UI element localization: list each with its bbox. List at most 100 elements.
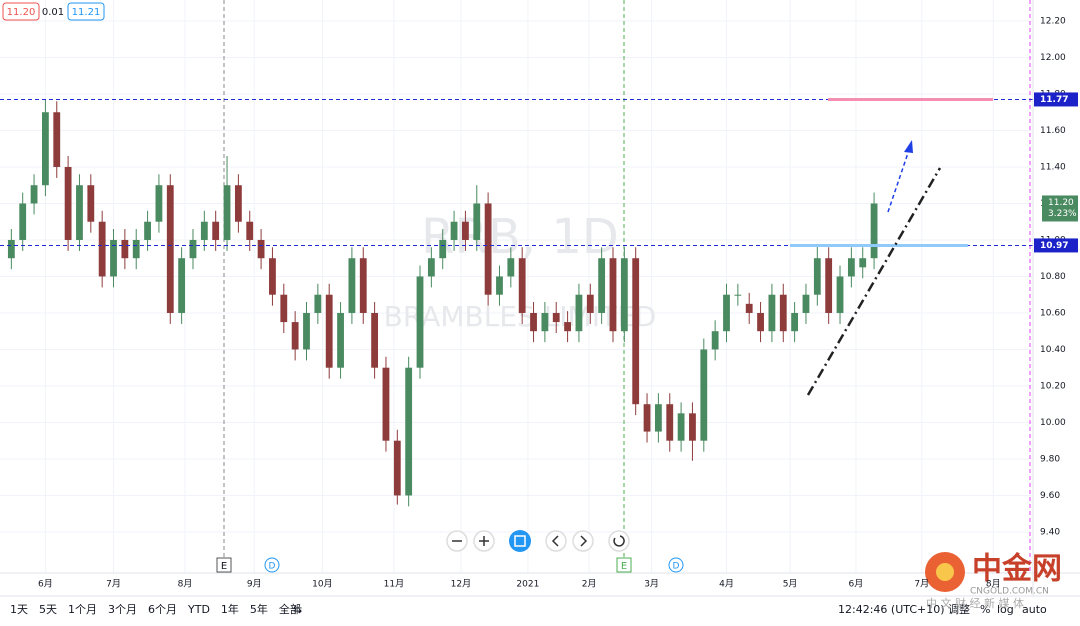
candle-body <box>337 312 344 368</box>
reset[interactable] <box>608 530 630 552</box>
candle-body <box>405 367 413 496</box>
y-tick-label: 12.00 <box>1040 53 1066 63</box>
candle-body <box>416 276 424 368</box>
candle-body <box>598 258 606 313</box>
price-tag <box>1034 92 1078 107</box>
range-button[interactable]: YTD <box>187 603 210 616</box>
x-tick-label: 10月 <box>312 579 332 590</box>
candle-body <box>791 312 799 332</box>
event-dividend[interactable] <box>668 557 684 573</box>
range-button[interactable]: 5天 <box>39 603 57 616</box>
candle-body <box>280 294 288 323</box>
compare-icon[interactable]: ⇆ <box>293 603 302 616</box>
candle-body <box>393 440 401 496</box>
candle-body <box>121 239 129 259</box>
candle-body <box>609 258 617 332</box>
range-button[interactable]: 5年 <box>250 602 268 616</box>
logo-url: CNGOLD.COM.CN <box>970 587 1049 597</box>
candle-body <box>745 303 753 313</box>
candle-body <box>325 294 333 368</box>
range-button[interactable]: 1年 <box>221 602 239 616</box>
candle-body <box>530 312 537 332</box>
plot <box>0 97 1033 507</box>
candle-body <box>734 294 742 296</box>
y-tick-label: 9.40 <box>1040 527 1060 537</box>
x-tick-label: 8月 <box>986 579 1001 590</box>
logo-name: 中金网 <box>972 552 1062 587</box>
price-tag <box>1034 238 1078 253</box>
event-label: D <box>673 562 680 572</box>
price-tag-label: 10.97 <box>1040 241 1068 251</box>
y-tick-label: 9.60 <box>1040 491 1060 501</box>
option[interactable]: auto <box>1022 603 1047 616</box>
candle-body <box>53 112 61 167</box>
x-tick-label: 7月 <box>106 579 121 590</box>
x-tick-label: 6月 <box>38 579 53 590</box>
last-price-label: 11.20 <box>1048 198 1074 208</box>
clock: 12:42:46 (UTC+10) <box>838 603 945 616</box>
candle-body <box>269 258 276 295</box>
candle-body <box>552 312 560 323</box>
candle-body <box>700 349 708 441</box>
candle-body <box>382 367 390 441</box>
candle-body <box>19 203 27 240</box>
candle-body <box>541 312 549 332</box>
bid-box[interactable] <box>2 2 40 21</box>
x-tick-label: 6月 <box>849 579 864 590</box>
range-button[interactable]: 1个月 <box>68 603 97 616</box>
scroll-left[interactable] <box>545 530 567 552</box>
ask-box[interactable] <box>67 2 105 21</box>
bid: 11.20 <box>7 7 36 18</box>
y-tick-label: 10.20 <box>1040 381 1066 391</box>
candle-body <box>291 322 299 350</box>
candle-body <box>507 258 515 277</box>
candle-body <box>462 221 469 240</box>
range-button[interactable]: 全部 <box>279 602 301 616</box>
candle-body <box>689 413 696 441</box>
event-dividend[interactable] <box>264 557 280 573</box>
x-tick-label: 4月 <box>719 579 734 590</box>
candle-body <box>76 185 83 240</box>
y-tick-label: 11.60 <box>1040 126 1066 136</box>
x-tick-label: 3月 <box>644 579 659 590</box>
y-tick-label: 10.00 <box>1040 418 1066 428</box>
y-tick-label: 12.20 <box>1040 16 1066 26</box>
candle-body <box>42 112 49 186</box>
range-button[interactable]: 6个月 <box>148 603 177 616</box>
reset-zoom[interactable] <box>509 530 531 552</box>
y-tick-label: 10.60 <box>1040 308 1066 318</box>
grid <box>0 0 1033 573</box>
range-bar: 1天 5天 1个月 3个月 6个月 YTD 1年 5年 全部 <box>10 602 301 616</box>
candle-body <box>200 221 208 240</box>
event-label: E <box>621 561 627 572</box>
range-button[interactable]: 1天 <box>10 603 28 616</box>
candle-body <box>632 258 640 405</box>
candle-body <box>620 258 628 332</box>
candle-body <box>371 312 379 368</box>
candle-body <box>223 185 231 240</box>
event-earnings[interactable] <box>616 557 632 573</box>
candle-body <box>166 185 174 313</box>
candle-body <box>586 294 594 313</box>
candle-body <box>870 203 878 259</box>
candle-body <box>314 294 322 313</box>
candle-body <box>450 221 458 240</box>
candle-body <box>666 404 674 441</box>
scroll-right[interactable] <box>572 530 594 552</box>
candle-body <box>110 239 117 277</box>
option[interactable]: % <box>980 603 990 616</box>
candle-body <box>654 404 662 432</box>
spread: 0.01 <box>42 7 64 18</box>
x-tick-label: 5月 <box>783 579 798 590</box>
candle-body <box>144 221 151 240</box>
event-earnings[interactable] <box>216 557 232 573</box>
candle-body <box>802 294 810 313</box>
option[interactable]: 调整 <box>948 602 970 616</box>
x-tick-label: 2月 <box>582 579 597 590</box>
candle-body <box>98 221 106 277</box>
option[interactable]: log <box>997 603 1014 616</box>
candle-body <box>473 203 481 240</box>
range-button[interactable]: 3个月 <box>108 603 137 616</box>
candle-body <box>643 404 651 432</box>
